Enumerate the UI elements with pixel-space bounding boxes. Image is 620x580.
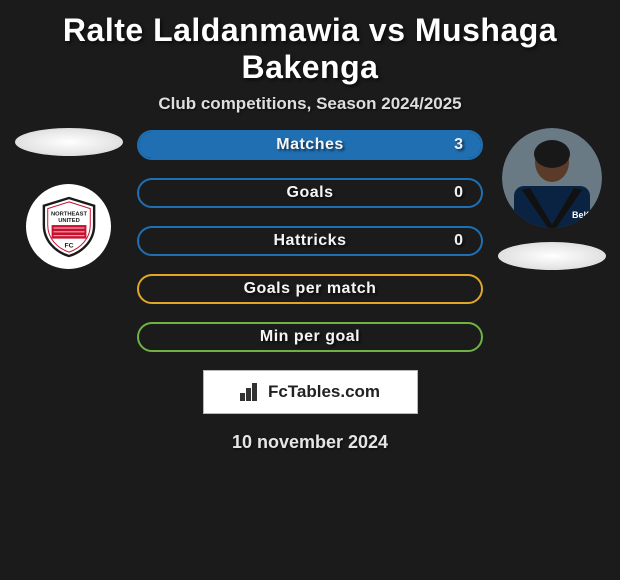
stat-right-value: 0: [454, 232, 463, 250]
svg-text:FC: FC: [64, 242, 73, 249]
stat-bar: Hattricks 0: [137, 226, 483, 256]
player-portrait-icon: Belfius: [502, 128, 602, 228]
right-club-placeholder: [498, 242, 606, 270]
comparison-area: NORTHEAST UNITED FC Matches3Goals0Hattri…: [0, 128, 620, 352]
stat-bar: Matches 3: [137, 130, 483, 160]
svg-text:Belfius: Belfius: [572, 210, 602, 220]
left-avatar-placeholder: [15, 128, 123, 156]
stat-right-value: 0: [454, 184, 463, 202]
stat-right-value: 3: [454, 136, 463, 154]
page-title: Ralte Laldanmawia vs Mushaga Bakenga: [0, 0, 620, 94]
stat-bars: Matches 3 Goals 0 Hattricks 0 Goals per match M…: [131, 128, 489, 352]
brand-text: FcTables.com: [268, 382, 380, 402]
footer: FcTables.com 10 november 2024: [0, 370, 620, 453]
left-player-column: NORTHEAST UNITED FC: [6, 128, 131, 269]
stat-bar: Goals 0: [137, 178, 483, 208]
stat-bar: Min per goal: [137, 322, 483, 352]
svg-text:UNITED: UNITED: [58, 218, 80, 224]
brand-box[interactable]: FcTables.com: [203, 370, 418, 414]
date-text: 10 november 2024: [232, 432, 388, 453]
right-player-photo: Belfius: [502, 128, 602, 228]
northeast-united-shield-icon: NORTHEAST UNITED FC: [40, 196, 98, 258]
stat-label: Min per goal: [260, 328, 360, 346]
subtitle: Club competitions, Season 2024/2025: [0, 94, 620, 128]
right-player-column: Belfius: [489, 128, 614, 284]
stat-label: Matches: [276, 136, 344, 154]
stat-label: Goals per match: [244, 280, 377, 298]
stat-label: Hattricks: [274, 232, 347, 250]
stat-bar: Goals per match: [137, 274, 483, 304]
left-club-logo: NORTHEAST UNITED FC: [26, 184, 111, 269]
svg-text:NORTHEAST: NORTHEAST: [50, 211, 87, 217]
bar-chart-icon: [240, 383, 262, 401]
stat-label: Goals: [287, 184, 334, 202]
